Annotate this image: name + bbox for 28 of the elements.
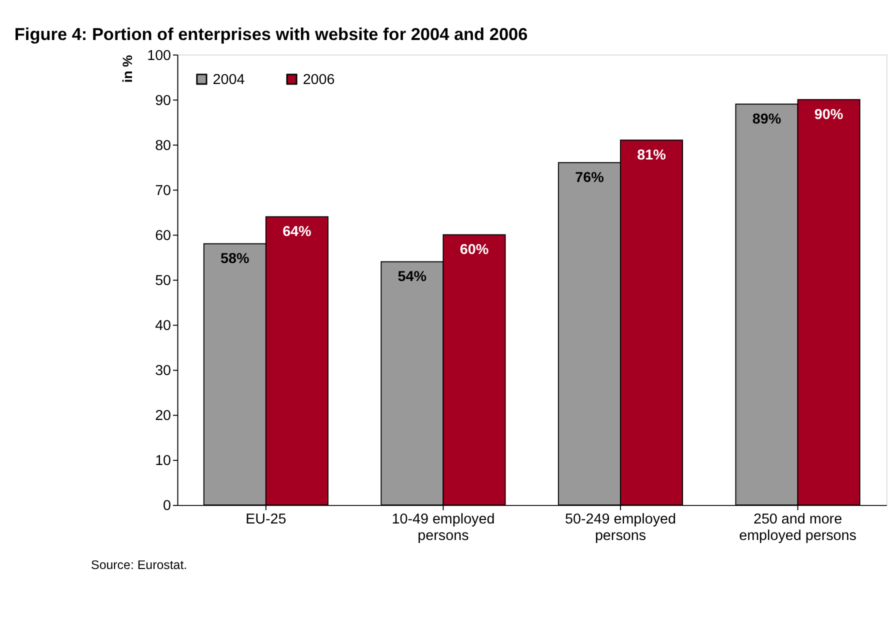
y-tick-label: 30	[155, 363, 172, 380]
data-label: 64%	[282, 224, 312, 240]
y-tick-label: 10	[155, 453, 172, 470]
y-tick-label: 80	[155, 138, 172, 154]
data-label: 58%	[220, 250, 250, 267]
source-note: Source: Eurostat.	[91, 558, 188, 572]
x-tick-label: 250 and more employed persons	[739, 512, 856, 544]
data-label: 54%	[398, 268, 427, 285]
y-tick-label: 0	[163, 498, 172, 514]
y-tick-label: 100	[147, 48, 172, 64]
y-tick-label: 20	[155, 408, 172, 424]
x-tick-label: 10-49 employed persons	[392, 512, 495, 544]
y-tick-label: 50	[155, 273, 172, 290]
legend-label: 2004	[212, 72, 245, 88]
data-label: 89%	[752, 111, 782, 128]
data-label: 60%	[460, 242, 489, 258]
y-tick-label: 70	[155, 182, 172, 199]
x-tick-label: EU-25	[246, 512, 286, 528]
y-axis-title: in %	[120, 54, 135, 83]
x-tick-label: 50-249 employed persons	[565, 512, 676, 544]
y-tick-label: 40	[155, 318, 172, 334]
data-label: 90%	[814, 106, 844, 123]
y-tick-label: 90	[155, 92, 172, 109]
legend-label: 2006	[302, 72, 335, 88]
chart-title: Figure 4: Portion of enterprises with website for 2004 and 2006	[14, 24, 528, 44]
y-tick-label: 60	[155, 228, 172, 244]
data-label: 76%	[575, 170, 604, 186]
data-label: 81%	[637, 147, 666, 164]
